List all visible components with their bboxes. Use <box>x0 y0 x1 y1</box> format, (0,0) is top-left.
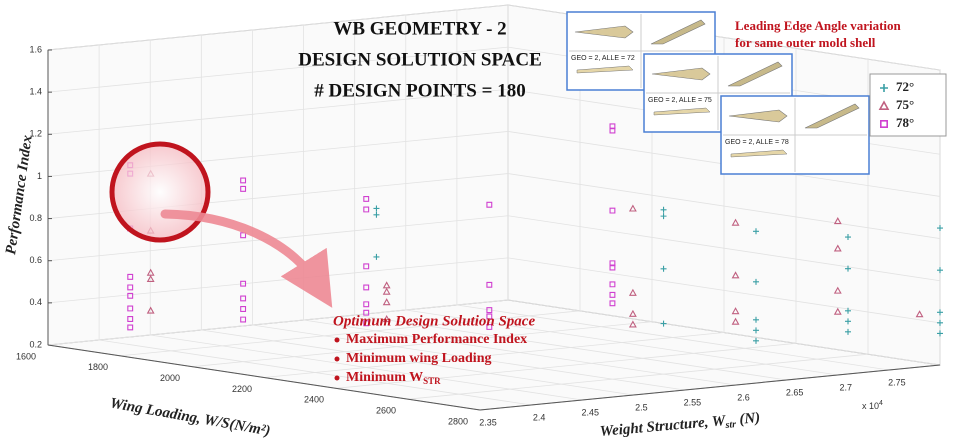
y-tick-label: 2.6 <box>737 392 750 402</box>
bullet <box>335 357 340 362</box>
y-tick-label: 2.75 <box>888 377 906 387</box>
z-axis-label: Performance Index <box>3 134 36 256</box>
title-line: # DESIGN POINTS = 180 <box>314 80 525 101</box>
y-tick-label: 2.55 <box>684 397 702 407</box>
highlight-circle <box>112 144 208 240</box>
y-multiplier-text: x 10 <box>862 401 879 411</box>
bullet-main: Maximum Performance Index <box>346 332 527 347</box>
bullet <box>335 338 340 343</box>
x-tick-label: 1800 <box>88 362 108 372</box>
z-tick-label: 1 <box>37 171 42 181</box>
bullet <box>335 376 340 381</box>
y-multiplier-exp: 4 <box>879 400 883 407</box>
annotation: for same outer mold shell <box>735 35 876 50</box>
x-tick-label: 2000 <box>160 373 180 383</box>
x-tick-label: 2600 <box>376 406 396 416</box>
z-tick-label: 1.6 <box>29 44 42 54</box>
inset-caption: GEO = 2, ALLE = 75 <box>648 97 712 104</box>
inset-caption: GEO = 2, ALLE = 72 <box>571 55 635 62</box>
x-axis-label: Wing Loading, W/S(N/m²) <box>109 395 272 439</box>
x-tick-label: 1600 <box>16 351 36 361</box>
bullet-text: Maximum Performance Index <box>346 332 527 347</box>
legend-label: 75° <box>896 97 914 112</box>
title-line: WB GEOMETRY - 2 <box>333 18 506 39</box>
z-tick-label: 1.4 <box>29 87 42 97</box>
optimum-title: Optimum Design Solution Space <box>333 313 535 329</box>
y-tick-label: 2.4 <box>533 412 546 422</box>
chart: 0.20.40.60.811.21.41.6160018002000220024… <box>0 0 966 446</box>
legend-label: 78° <box>896 115 914 130</box>
z-tick-label: 0.2 <box>29 339 42 349</box>
x-tick-label: 2400 <box>304 395 324 405</box>
bullet-subscript: STR <box>423 376 441 386</box>
y-multiplier: x 104 <box>862 400 883 412</box>
inset-caption: GEO = 2, ALLE = 78 <box>725 139 789 146</box>
x-tick-label: 2200 <box>232 384 252 394</box>
bullet-main: Minimum wing Loading <box>346 351 491 366</box>
z-tick-label: 0.6 <box>29 255 42 265</box>
y-tick-label: 2.45 <box>581 407 599 417</box>
annotation: Leading Edge Angle variation <box>735 18 902 33</box>
legend-label: 72° <box>896 79 914 94</box>
y-tick-label: 2.35 <box>479 417 497 427</box>
y-tick-label: 2.5 <box>635 402 648 412</box>
y-tick-label: 2.7 <box>840 382 853 392</box>
bullet-main: Minimum W <box>346 370 423 385</box>
title-line: DESIGN SOLUTION SPACE <box>298 49 542 70</box>
x-tick-label: 2800 <box>448 416 468 426</box>
inset: GEO = 2, ALLE = 78 <box>721 96 869 174</box>
y-axis-label-suffix: (N) <box>735 410 761 428</box>
y-axis-label-text: Weight Structure, W <box>599 413 727 440</box>
z-tick-label: 0.4 <box>29 297 42 307</box>
y-tick-label: 2.65 <box>786 387 804 397</box>
y-axis-label: Weight Structure, Wstr (N) <box>599 410 761 442</box>
z-tick-label: 0.8 <box>29 213 42 223</box>
bullet-text: Minimum wing Loading <box>346 351 491 366</box>
